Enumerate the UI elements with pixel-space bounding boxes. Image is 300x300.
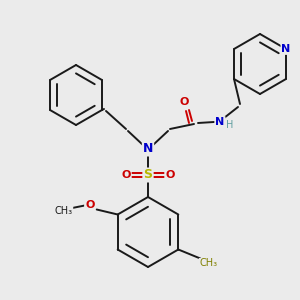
Text: CH₃: CH₃ bbox=[55, 206, 73, 215]
Text: CH₃: CH₃ bbox=[199, 259, 218, 269]
Text: O: O bbox=[165, 170, 175, 180]
Text: O: O bbox=[85, 200, 94, 209]
Text: O: O bbox=[179, 97, 189, 107]
Text: O: O bbox=[121, 170, 131, 180]
Text: N: N bbox=[281, 44, 291, 54]
Text: N: N bbox=[215, 117, 225, 127]
Text: S: S bbox=[143, 169, 152, 182]
Text: H: H bbox=[226, 120, 234, 130]
Text: N: N bbox=[143, 142, 153, 155]
